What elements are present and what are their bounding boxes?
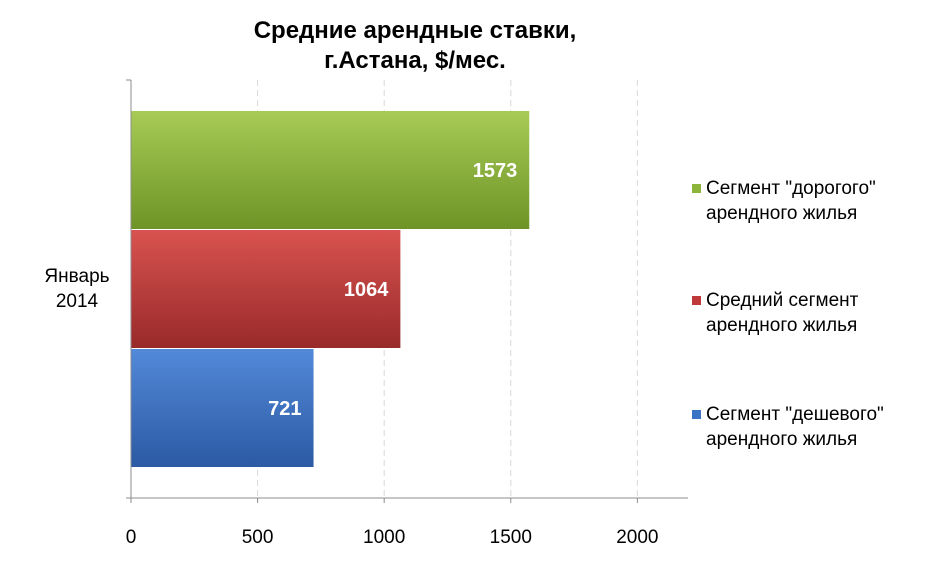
chart-title-line-2: г.Астана, $/мес.: [324, 47, 506, 74]
bar-1: [131, 230, 401, 348]
x-tick-label-1500: 1500: [490, 527, 532, 548]
legend-swatch-expensive: [692, 184, 701, 193]
legend-label-cheap-line-1: Сегмент "дешевого": [706, 404, 884, 425]
x-tick-label-1000: 1000: [363, 527, 405, 548]
x-tick-label-500: 500: [242, 527, 274, 548]
category-label-line-2: 2014: [55, 291, 99, 312]
legend-swatch-cheap: [692, 410, 701, 419]
legend-swatch-middle: [692, 296, 701, 305]
x-tick-label-2000: 2000: [616, 527, 658, 548]
legend: Сегмент "дорогого" арендного жилья Средн…: [688, 0, 928, 581]
category-label: Январь 2014: [30, 264, 124, 314]
x-tick-label-0: 0: [126, 527, 137, 548]
legend-label-middle-line-2: арендного жилья: [706, 315, 858, 336]
legend-label-expensive-line-2: арендного жилья: [706, 203, 858, 224]
legend-label-expensive-line-1: Сегмент "дорогого": [706, 178, 876, 199]
data-label-0: 1573: [473, 160, 518, 182]
bar-2: [131, 349, 314, 467]
legend-label-middle-line-1: Средний сегмент: [706, 290, 859, 311]
chart-title: Средние арендные ставки, г.Астана, $/мес…: [130, 16, 700, 76]
data-label-2: 721: [268, 398, 301, 420]
category-label-line-1: Январь: [44, 266, 110, 287]
bar-0: [131, 111, 530, 229]
chart-title-line-1: Средние арендные ставки,: [253, 17, 577, 44]
legend-label-cheap-line-2: арендного жилья: [706, 429, 858, 450]
data-label-1: 1064: [344, 279, 389, 301]
